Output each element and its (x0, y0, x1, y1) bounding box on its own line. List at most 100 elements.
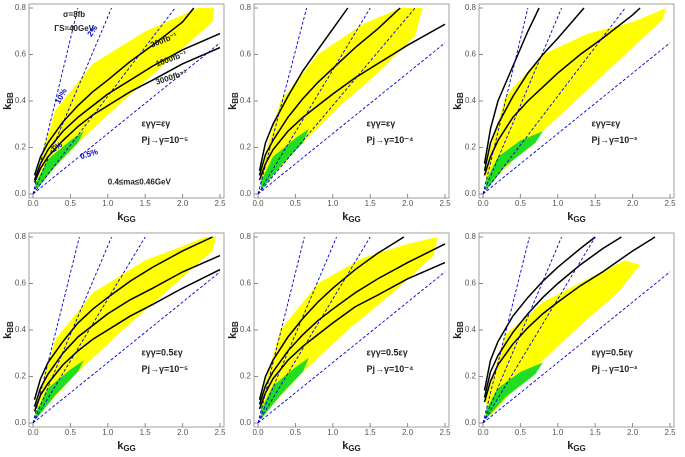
curve (258, 7, 349, 171)
dashed-line (32, 271, 221, 424)
y-tick-label: 0.8 (15, 232, 27, 241)
probability-label: Pj→γ=10⁻³ (591, 364, 637, 374)
y-axis-label: kBB (452, 321, 465, 339)
y-tick-label: 0.2 (465, 143, 477, 152)
x-tick-label: 1.0 (327, 199, 339, 208)
y-tick-label: 0.2 (465, 372, 477, 381)
x-axis-label: kGG (342, 211, 361, 224)
y-axis-label-sub: BB (456, 92, 465, 104)
y-tick-label: 0.0 (240, 189, 252, 198)
curve (258, 7, 401, 176)
band (260, 128, 309, 190)
y-axis-label-sub: BB (231, 92, 240, 104)
x-axis-label: kGG (342, 440, 361, 453)
plot-area (482, 236, 671, 424)
y-tick-label: 0.0 (465, 189, 477, 198)
x-tick-label: 1.5 (140, 428, 152, 437)
coupling-label: εγγ=0.5εγ (366, 348, 407, 358)
x-tick-label: 1.0 (102, 199, 114, 208)
x-tick-label: 2.5 (439, 428, 451, 437)
x-tick-label: 0.5 (290, 199, 302, 208)
plot-area (32, 236, 221, 424)
plot-area (257, 7, 446, 195)
dashed-line (257, 42, 446, 195)
dashed-line (482, 7, 529, 195)
x-tick-label: 0.5 (65, 199, 77, 208)
curve (483, 236, 656, 403)
y-tick-label: 0.6 (240, 50, 252, 59)
y-tick-label: 0.0 (465, 418, 477, 427)
dashed-line (482, 7, 626, 195)
x-axis-label-sub: GG (123, 215, 135, 224)
x-tick-label: 0.5 (290, 428, 302, 437)
dashed-line (257, 7, 416, 195)
panel: 0.0 0.5 1.0 1.5 2.0 2.50.00.20.40.60.8kGGkBBε… (227, 3, 451, 224)
x-tick-label: 1.5 (590, 199, 602, 208)
y-tick-label: 0.8 (465, 232, 477, 241)
y-tick-label: 0.2 (240, 143, 252, 152)
dashed-line (32, 236, 146, 424)
y-tick-label: 0.0 (15, 418, 27, 427)
x-tick-label: 2.5 (664, 428, 676, 437)
plot-area (32, 7, 221, 195)
x-axis-label-main: k (342, 440, 349, 452)
dashed-line (32, 236, 112, 424)
y-tick-label: 0.2 (15, 143, 27, 152)
curve (483, 7, 585, 171)
x-tick-label: 2.5 (214, 199, 226, 208)
y-tick-label: 0.2 (240, 372, 252, 381)
panel: 0.0 0.5 1.0 1.5 2.0 2.50.00.20.40.60.8kGGkBBε… (227, 232, 451, 453)
y-tick-label: 0.4 (465, 325, 477, 334)
annotation: 0.4≤ma≤0.46GeV (108, 177, 172, 186)
annotation: 3000fb⁻¹ (155, 68, 189, 87)
annotation: ΓS=40GeV (54, 24, 94, 33)
dashed-line (257, 271, 446, 424)
dashed-line (482, 236, 596, 424)
y-axis-label-sub: BB (6, 92, 15, 104)
x-tick-label: 1.5 (140, 199, 152, 208)
x-tick-label: 0.0 (477, 199, 489, 208)
x-axis-label-main: k (567, 440, 574, 452)
y-axis-label-sub: BB (231, 321, 240, 333)
probability-label: Pj→γ=10⁻³ (591, 135, 637, 145)
curve (33, 46, 221, 183)
curve (33, 254, 221, 407)
y-axis-label: kBB (2, 92, 15, 110)
y-axis-label-main: k (2, 332, 14, 339)
curve (258, 243, 446, 405)
dashed-line (257, 236, 371, 424)
dashed-line (482, 236, 562, 424)
y-tick-label: 0.8 (240, 232, 252, 241)
y-tick-label: 0.6 (465, 50, 477, 59)
curve (33, 32, 221, 181)
y-tick-label: 0.6 (15, 279, 27, 288)
dashed-line (257, 7, 308, 195)
y-tick-label: 0.6 (240, 279, 252, 288)
curve (483, 7, 641, 176)
x-axis-label-main: k (117, 440, 124, 452)
x-tick-label: 0.0 (27, 199, 39, 208)
x-tick-label: 0.0 (252, 428, 264, 437)
y-tick-label: 0.4 (15, 325, 27, 334)
x-tick-label: 0.5 (65, 428, 77, 437)
curve (33, 236, 213, 400)
x-tick-label: 2.5 (214, 428, 226, 437)
probability-label: Pj→γ=10⁻⁵ (141, 364, 188, 374)
x-tick-label: 2.5 (664, 199, 676, 208)
x-tick-label: 1.0 (552, 199, 564, 208)
y-tick-label: 0.8 (15, 3, 27, 12)
x-axis-label: kGG (117, 440, 136, 453)
band (260, 237, 438, 419)
y-axis-label: kBB (227, 92, 240, 110)
panel: 0.0 0.5 1.0 1.5 2.0 2.50.00.20.40.60.8kGGkBBε… (452, 3, 676, 224)
band (35, 8, 215, 190)
y-tick-label: 0.4 (465, 96, 477, 105)
y-tick-label: 0.8 (240, 3, 252, 12)
x-tick-label: 2.0 (402, 428, 414, 437)
dashed-line (257, 236, 305, 424)
band (485, 131, 543, 190)
x-axis-label: kGG (567, 440, 586, 453)
y-axis-label-sub: BB (6, 321, 15, 333)
x-axis-label-sub: GG (348, 444, 360, 453)
